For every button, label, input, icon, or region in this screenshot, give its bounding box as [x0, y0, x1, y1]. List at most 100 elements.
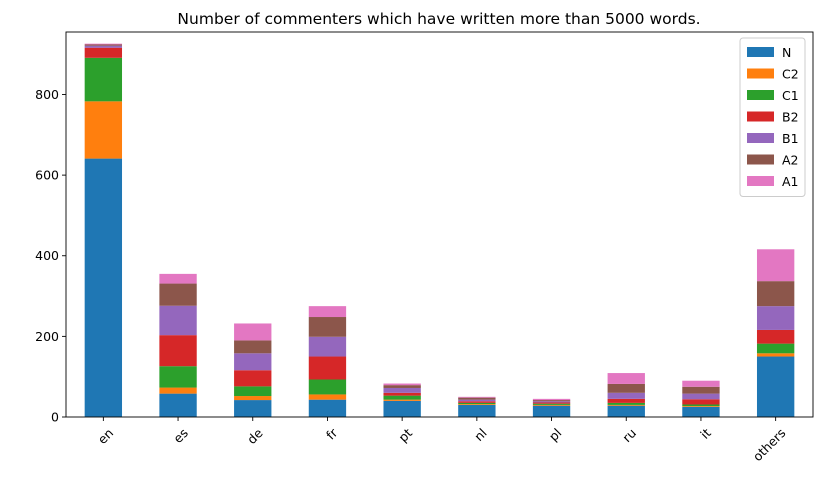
- bar-en-N: [84, 158, 123, 417]
- legend-swatch-A1: [747, 176, 774, 186]
- bar-pt-B2: [383, 392, 421, 396]
- x-tick-label-it: it: [697, 425, 714, 442]
- bar-de-A2: [234, 340, 272, 354]
- legend-swatch-A2: [747, 154, 774, 165]
- y-tick-label: 200: [35, 329, 59, 344]
- bars-group: [84, 43, 795, 417]
- bar-others-N: [756, 356, 795, 417]
- bar-pt-C1: [383, 395, 421, 400]
- bar-it-N: [682, 406, 720, 417]
- bar-nl-C2: [458, 404, 496, 405]
- legend-label-N: N: [782, 45, 791, 60]
- x-tick-label-es: es: [170, 425, 191, 446]
- bar-pl-C1: [532, 403, 571, 405]
- bar-nl-B1: [458, 399, 496, 402]
- bar-others-C1: [756, 343, 795, 354]
- bar-pl-C2: [532, 404, 571, 406]
- bar-pl-A1: [532, 398, 571, 401]
- bar-ru-N: [607, 405, 645, 417]
- bar-en-C2: [84, 101, 123, 159]
- legend-label-A1: A1: [782, 174, 799, 189]
- bar-fr-A2: [308, 317, 347, 337]
- bar-pt-C2: [383, 399, 421, 401]
- plot-frame: [65, 31, 814, 418]
- bar-it-C2: [682, 406, 720, 407]
- bar-es-A1: [159, 273, 197, 284]
- bar-ru-B2: [607, 398, 645, 403]
- bar-es-B2: [159, 335, 197, 367]
- bar-es-N: [159, 393, 197, 417]
- bar-es-B1: [159, 305, 197, 336]
- bar-ru-A2: [607, 383, 645, 393]
- bar-nl-C1: [458, 402, 496, 405]
- legend-swatch-C2: [747, 68, 774, 79]
- x-tick-label-nl: nl: [471, 425, 490, 444]
- x-tick-label-de: de: [244, 425, 266, 447]
- x-tick-label-pl: pl: [546, 425, 565, 444]
- bar-en-B2: [84, 47, 123, 58]
- bar-it-B2: [682, 399, 720, 405]
- bar-pt-B1: [383, 387, 421, 393]
- bar-others-B1: [756, 306, 795, 330]
- legend-swatch-B2: [747, 111, 774, 122]
- x-tick-label-pt: pt: [395, 425, 415, 445]
- bar-es-A2: [159, 283, 197, 306]
- bar-de-B2: [234, 370, 272, 387]
- legend-label-C1: C1: [782, 88, 799, 103]
- bar-de-B1: [234, 353, 272, 371]
- bar-pl-B2: [532, 402, 571, 404]
- bar-it-B1: [682, 393, 720, 400]
- bar-ru-A1: [607, 373, 645, 384]
- legend-label-A2: A2: [782, 153, 799, 168]
- bar-fr-N: [308, 399, 347, 417]
- y-tick-label: 600: [35, 168, 59, 183]
- chart-title: Number of commenters which have written …: [177, 10, 700, 28]
- bar-es-C2: [159, 387, 197, 394]
- bar-others-A2: [756, 281, 795, 307]
- bar-others-B2: [756, 329, 795, 344]
- x-tick-label-en: en: [95, 425, 117, 447]
- bar-en-B1: [84, 45, 123, 48]
- bar-nl-A1: [458, 396, 496, 398]
- bar-ru-C1: [607, 402, 645, 405]
- bar-en-A1: [84, 43, 123, 45]
- bar-de-A1: [234, 323, 272, 341]
- x-tick-label-fr: fr: [323, 425, 341, 443]
- bar-fr-C1: [308, 379, 347, 395]
- bar-de-N: [234, 400, 272, 417]
- bar-en-A2: [84, 44, 123, 46]
- bar-it-A2: [682, 386, 720, 394]
- bar-pl-B1: [532, 401, 571, 403]
- y-tick-label: 0: [51, 410, 59, 425]
- y-tick-label: 800: [35, 87, 59, 102]
- bar-fr-A1: [308, 306, 347, 318]
- bar-de-C2: [234, 396, 272, 401]
- bar-ru-C2: [607, 404, 645, 406]
- bar-en-C1: [84, 57, 123, 102]
- legend-swatch-N: [747, 47, 774, 57]
- bar-pt-N: [383, 400, 421, 417]
- legend-label-B1: B1: [782, 131, 799, 146]
- legend-swatch-C1: [747, 90, 774, 100]
- bar-nl-A2: [458, 397, 496, 400]
- x-tick-label-ru: ru: [619, 425, 639, 445]
- bar-pt-A1: [383, 383, 421, 386]
- bar-it-A1: [682, 380, 720, 387]
- bar-pl-A2: [532, 400, 571, 402]
- bar-others-C2: [756, 353, 795, 357]
- x-tick-label-others: others: [750, 425, 789, 464]
- bar-others-A1: [756, 249, 795, 282]
- bar-nl-N: [458, 404, 496, 417]
- bar-fr-B1: [308, 336, 347, 357]
- bar-pt-A2: [383, 385, 421, 388]
- bar-nl-B2: [458, 401, 496, 403]
- legend-label-C2: C2: [782, 67, 799, 82]
- bar-es-C1: [159, 366, 197, 388]
- bar-ru-B1: [607, 392, 645, 399]
- bar-de-C1: [234, 386, 272, 397]
- bar-pl-N: [532, 405, 571, 417]
- bar-fr-C2: [308, 394, 347, 400]
- legend: N C2 C1 B2 B1 A2 A1: [739, 37, 806, 197]
